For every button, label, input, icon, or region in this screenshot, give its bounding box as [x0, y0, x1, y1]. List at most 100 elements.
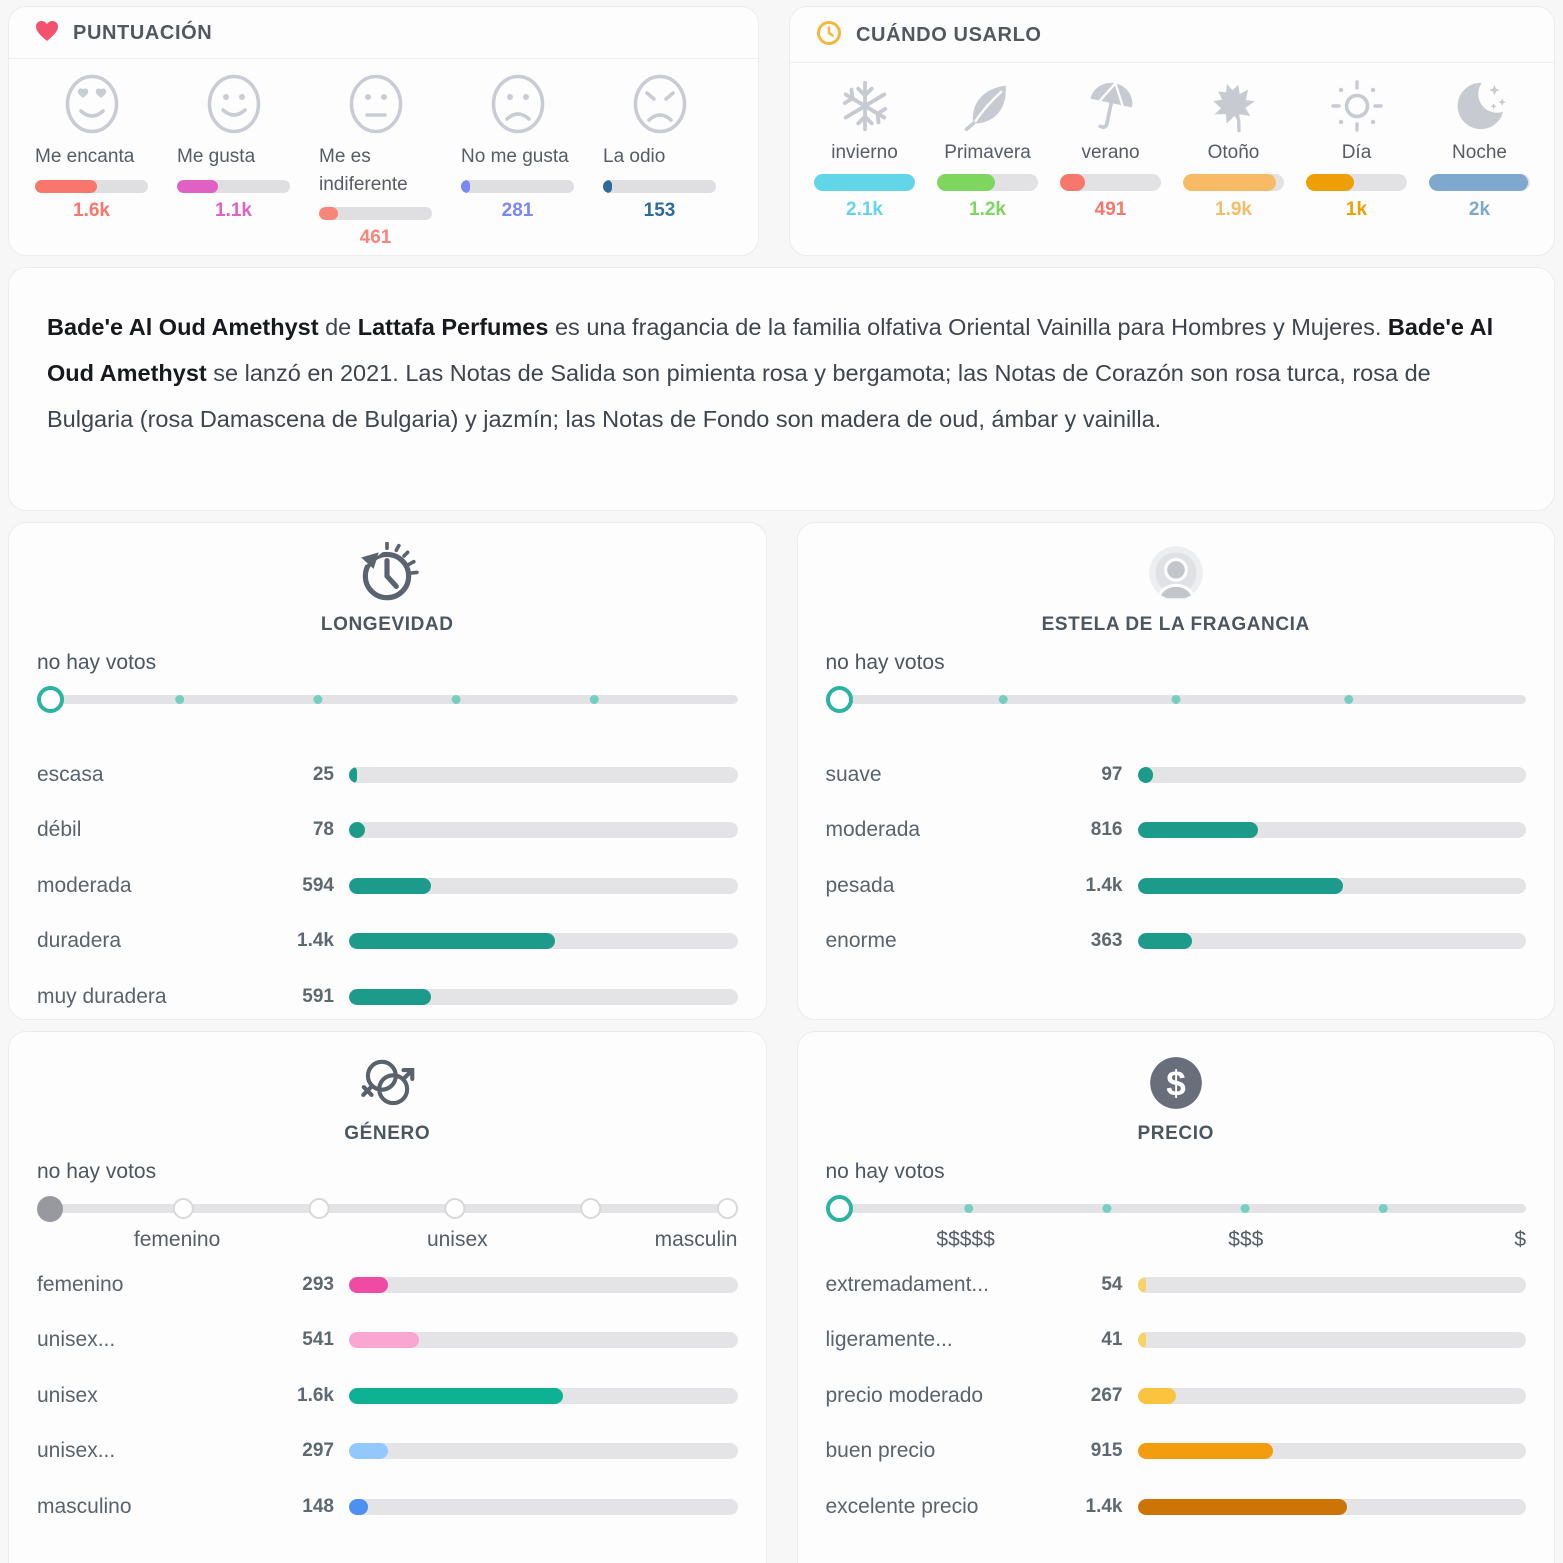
result-row: unisex... 541 — [37, 1313, 738, 1369]
result-count: 293 — [302, 1273, 334, 1295]
slider-dot[interactable] — [313, 695, 323, 704]
result-row: muy duradera 591 — [37, 969, 738, 1025]
result-row: excelente precio 1.4k — [826, 1479, 1526, 1535]
result-bar — [1137, 1387, 1526, 1404]
season-label: Noche — [1452, 142, 1507, 163]
slider-track[interactable] — [825, 1204, 1526, 1213]
season-count: 1.9k — [1215, 199, 1252, 220]
umbrella-icon — [1083, 76, 1139, 134]
slider-dot[interactable] — [1240, 1204, 1250, 1213]
season-count: 2k — [1468, 199, 1491, 220]
slider-dot[interactable] — [1102, 1204, 1112, 1213]
precio-vote-slider[interactable] — [825, 1193, 1526, 1223]
genero-panel: GÉNERO no hay votos femenino unisex masc… — [8, 1031, 767, 1563]
gender-symbols-icon — [37, 1050, 738, 1116]
slider-stop[interactable] — [37, 1196, 63, 1222]
season-option[interactable]: Día 1k — [1306, 76, 1407, 221]
slider-track[interactable] — [37, 695, 738, 704]
result-row: duradera 1.4k — [37, 914, 738, 970]
rating-option[interactable]: Me encanta 1.6k — [35, 74, 148, 249]
result-count: 1.6k — [297, 1384, 334, 1406]
slider-dot[interactable] — [590, 695, 600, 704]
slider-handle[interactable] — [825, 686, 853, 713]
moon-icon — [1453, 76, 1507, 134]
result-label: unisex... — [37, 1328, 116, 1352]
rating-label: Me gusta — [177, 146, 256, 167]
slider-dot[interactable] — [175, 695, 185, 704]
result-row: extremadament... 54 — [826, 1257, 1526, 1313]
rating-option[interactable]: Me es indiferente 461 — [319, 74, 432, 249]
slider-handle[interactable] — [37, 686, 64, 713]
season-option[interactable]: invierno 2.1k — [814, 76, 915, 221]
season-option[interactable]: Otoño 1.9k — [1183, 76, 1284, 221]
result-label: suave — [825, 762, 882, 786]
slider-track[interactable] — [37, 1204, 738, 1213]
result-count: 297 — [302, 1440, 334, 1462]
longevity-clock-icon — [37, 541, 738, 607]
description-text: Bade'e Al Oud Amethyst de Lattafa Perfum… — [47, 314, 1494, 432]
slider-dot[interactable] — [1344, 695, 1354, 704]
slider-stop[interactable] — [172, 1198, 194, 1219]
slider-handle[interactable] — [825, 1195, 853, 1222]
longevidad-results: escasa 25 débil 78 moderada 594 duradera… — [37, 747, 738, 1025]
dollar-circle-icon: $ — [826, 1050, 1527, 1116]
season-option[interactable]: Noche 2k — [1429, 76, 1530, 221]
slider-dot[interactable] — [1171, 695, 1181, 704]
result-label: masculino — [37, 1494, 132, 1518]
heart-icon — [35, 20, 59, 47]
result-row: moderada 594 — [37, 858, 738, 914]
neutral-face-icon — [319, 74, 432, 134]
result-count: 1.4k — [1085, 1495, 1123, 1517]
result-count: 78 — [312, 819, 334, 841]
precio-title: PRECIO — [1137, 1123, 1214, 1144]
slider-stop[interactable] — [716, 1198, 738, 1219]
estela-vote-slider[interactable] — [825, 684, 1526, 714]
puntuacion-card: PUNTUACIÓN Me encanta 1.6k Me gusta 1.1k… — [8, 6, 759, 256]
estela-results: suave 97 moderada 816 pesada 1.4k enorme… — [825, 747, 1526, 969]
longevidad-vote-slider[interactable] — [37, 684, 738, 714]
bottom-row: GÉNERO no hay votos femenino unisex masc… — [8, 1031, 1555, 1563]
rating-option[interactable]: Me gusta 1.1k — [177, 74, 290, 249]
genero-scale: femenino unisex masculin — [37, 1224, 738, 1257]
result-count: 148 — [302, 1495, 334, 1517]
result-bar — [349, 1387, 738, 1404]
result-row: escasa 25 — [37, 747, 738, 803]
result-row: ligeramente... 41 — [826, 1313, 1526, 1369]
slider-stop[interactable] — [444, 1198, 466, 1219]
result-label: precio moderado — [825, 1383, 984, 1407]
season-label: Día — [1341, 142, 1372, 163]
rating-option[interactable]: No me gusta 281 — [461, 74, 574, 249]
slider-stop[interactable] — [580, 1198, 602, 1219]
slider-dot[interactable] — [451, 695, 461, 704]
result-row: buen precio 915 — [826, 1424, 1526, 1480]
cuando-usarlo-card: CUÁNDO USARLO invierno 2.1k Primavera 1.… — [789, 6, 1555, 256]
angry-face-icon — [603, 74, 716, 134]
rating-count: 461 — [359, 227, 392, 249]
result-label: enorme — [825, 929, 897, 953]
rating-bar — [603, 179, 716, 193]
result-bar — [1137, 766, 1526, 783]
slider-dot[interactable] — [1378, 1204, 1388, 1213]
rating-option[interactable]: La odio 153 — [603, 74, 716, 249]
season-option[interactable]: verano 491 — [1060, 76, 1161, 221]
result-bar — [349, 1498, 738, 1515]
precio-scale: $$$$$ $$$ $ — [826, 1224, 1526, 1257]
puntuacion-title: PUNTUACIÓN — [73, 22, 213, 44]
genero-vote-slider[interactable] — [37, 1193, 738, 1223]
sun-icon — [1329, 76, 1385, 134]
scale-label-mid: $$$ — [1228, 1228, 1264, 1251]
love-face-icon — [35, 74, 148, 134]
rating-bar — [177, 179, 290, 193]
result-count: 363 — [1090, 930, 1123, 952]
result-row: suave 97 — [825, 747, 1526, 803]
result-row: femenino 293 — [37, 1257, 738, 1313]
result-count: 54 — [1101, 1273, 1123, 1295]
slider-dot[interactable] — [963, 1204, 973, 1213]
result-row: precio moderado 267 — [825, 1368, 1526, 1424]
result-row: pesada 1.4k — [826, 858, 1526, 914]
result-count: 541 — [302, 1329, 334, 1351]
season-option[interactable]: Primavera 1.2k — [937, 76, 1038, 221]
result-row: unisex 1.6k — [37, 1368, 738, 1424]
slider-stop[interactable] — [308, 1198, 330, 1219]
slider-dot[interactable] — [998, 695, 1008, 704]
